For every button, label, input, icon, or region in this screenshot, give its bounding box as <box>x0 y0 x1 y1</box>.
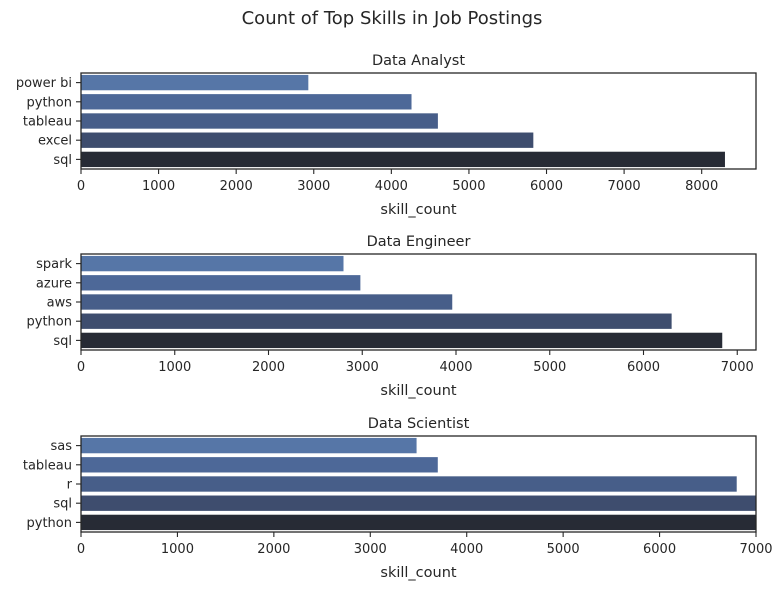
x-tick-label: 0 <box>77 360 85 375</box>
y-tick-label: tableau <box>23 458 72 473</box>
x-tick-label: 5000 <box>547 542 580 557</box>
bar <box>81 332 723 349</box>
chart-panels: Data Analyst power bi python tableau excel sq… <box>16 53 773 581</box>
y-tick-label: r <box>67 478 73 493</box>
y-tick-label: excel <box>38 134 72 149</box>
x-tick-label: 8000 <box>685 179 718 194</box>
y-tick-label: spark <box>36 257 72 272</box>
x-tick-label: 7000 <box>608 179 641 194</box>
y-tick-label: python <box>27 95 72 110</box>
bar <box>81 313 672 329</box>
y-tick-label: python <box>27 315 72 330</box>
y-tick-label: power bi <box>16 76 72 91</box>
x-tick-label: 5000 <box>533 360 566 375</box>
x-tick-label: 2000 <box>252 360 285 375</box>
x-tick-label: 1000 <box>161 542 194 557</box>
x-tick-label: 3000 <box>346 360 379 375</box>
x-tick-label: 6000 <box>530 179 563 194</box>
x-tick-label: 6000 <box>643 542 676 557</box>
x-tick-label: 4000 <box>375 179 408 194</box>
bar <box>81 514 756 531</box>
bar <box>81 132 534 148</box>
x-tick-label: 3000 <box>354 542 387 557</box>
plot-frame <box>80 72 757 170</box>
x-tick-label: 3000 <box>297 179 330 194</box>
x-tick-label: 0 <box>77 542 85 557</box>
x-axis-label: skill_count <box>380 383 457 399</box>
x-tick-label: 7000 <box>721 360 754 375</box>
panel-2: Data Scientist sas tableau r sql python 0 1000 2… <box>23 416 773 581</box>
bar <box>81 255 344 272</box>
bar <box>81 151 725 168</box>
bar <box>81 457 438 473</box>
bar <box>81 74 309 91</box>
x-tick-label: 5000 <box>452 179 485 194</box>
x-tick-label: 2000 <box>257 542 290 557</box>
bar <box>81 437 417 454</box>
y-tick-label: sql <box>53 497 72 512</box>
x-tick-label: 4000 <box>450 542 483 557</box>
plot-frame <box>80 435 757 533</box>
y-tick-label: azure <box>36 276 72 291</box>
y-tick-label: aws <box>47 296 73 311</box>
panel-0: Data Analyst power bi python tableau excel sq… <box>16 53 757 218</box>
y-tick-label: tableau <box>23 115 72 130</box>
y-tick-label: python <box>27 516 72 531</box>
plot-frame <box>80 253 757 351</box>
figure-title: Count of Top Skills in Job Postings <box>242 8 543 29</box>
bar <box>81 294 453 310</box>
y-tick-label: sas <box>50 439 72 454</box>
x-tick-label: 1000 <box>142 179 175 194</box>
bar <box>81 495 756 511</box>
panel-title: Data Engineer <box>367 234 471 250</box>
bar <box>81 113 438 129</box>
bar <box>81 275 361 291</box>
x-tick-label: 7000 <box>739 542 772 557</box>
panel-title: Data Scientist <box>368 416 470 432</box>
x-tick-label: 0 <box>77 179 85 194</box>
panel-title: Data Analyst <box>372 53 465 69</box>
x-tick-label: 4000 <box>439 360 472 375</box>
y-tick-label: sql <box>53 334 72 349</box>
x-axis-label: skill_count <box>380 202 457 218</box>
y-tick-label: sql <box>53 153 72 168</box>
panel-1: Data Engineer spark azure aws python sql 0 1000… <box>27 234 757 399</box>
x-tick-label: 6000 <box>627 360 660 375</box>
x-axis-label: skill_count <box>380 565 457 581</box>
x-tick-label: 2000 <box>220 179 253 194</box>
bar <box>81 476 737 492</box>
bar <box>81 94 412 110</box>
x-tick-label: 1000 <box>158 360 191 375</box>
